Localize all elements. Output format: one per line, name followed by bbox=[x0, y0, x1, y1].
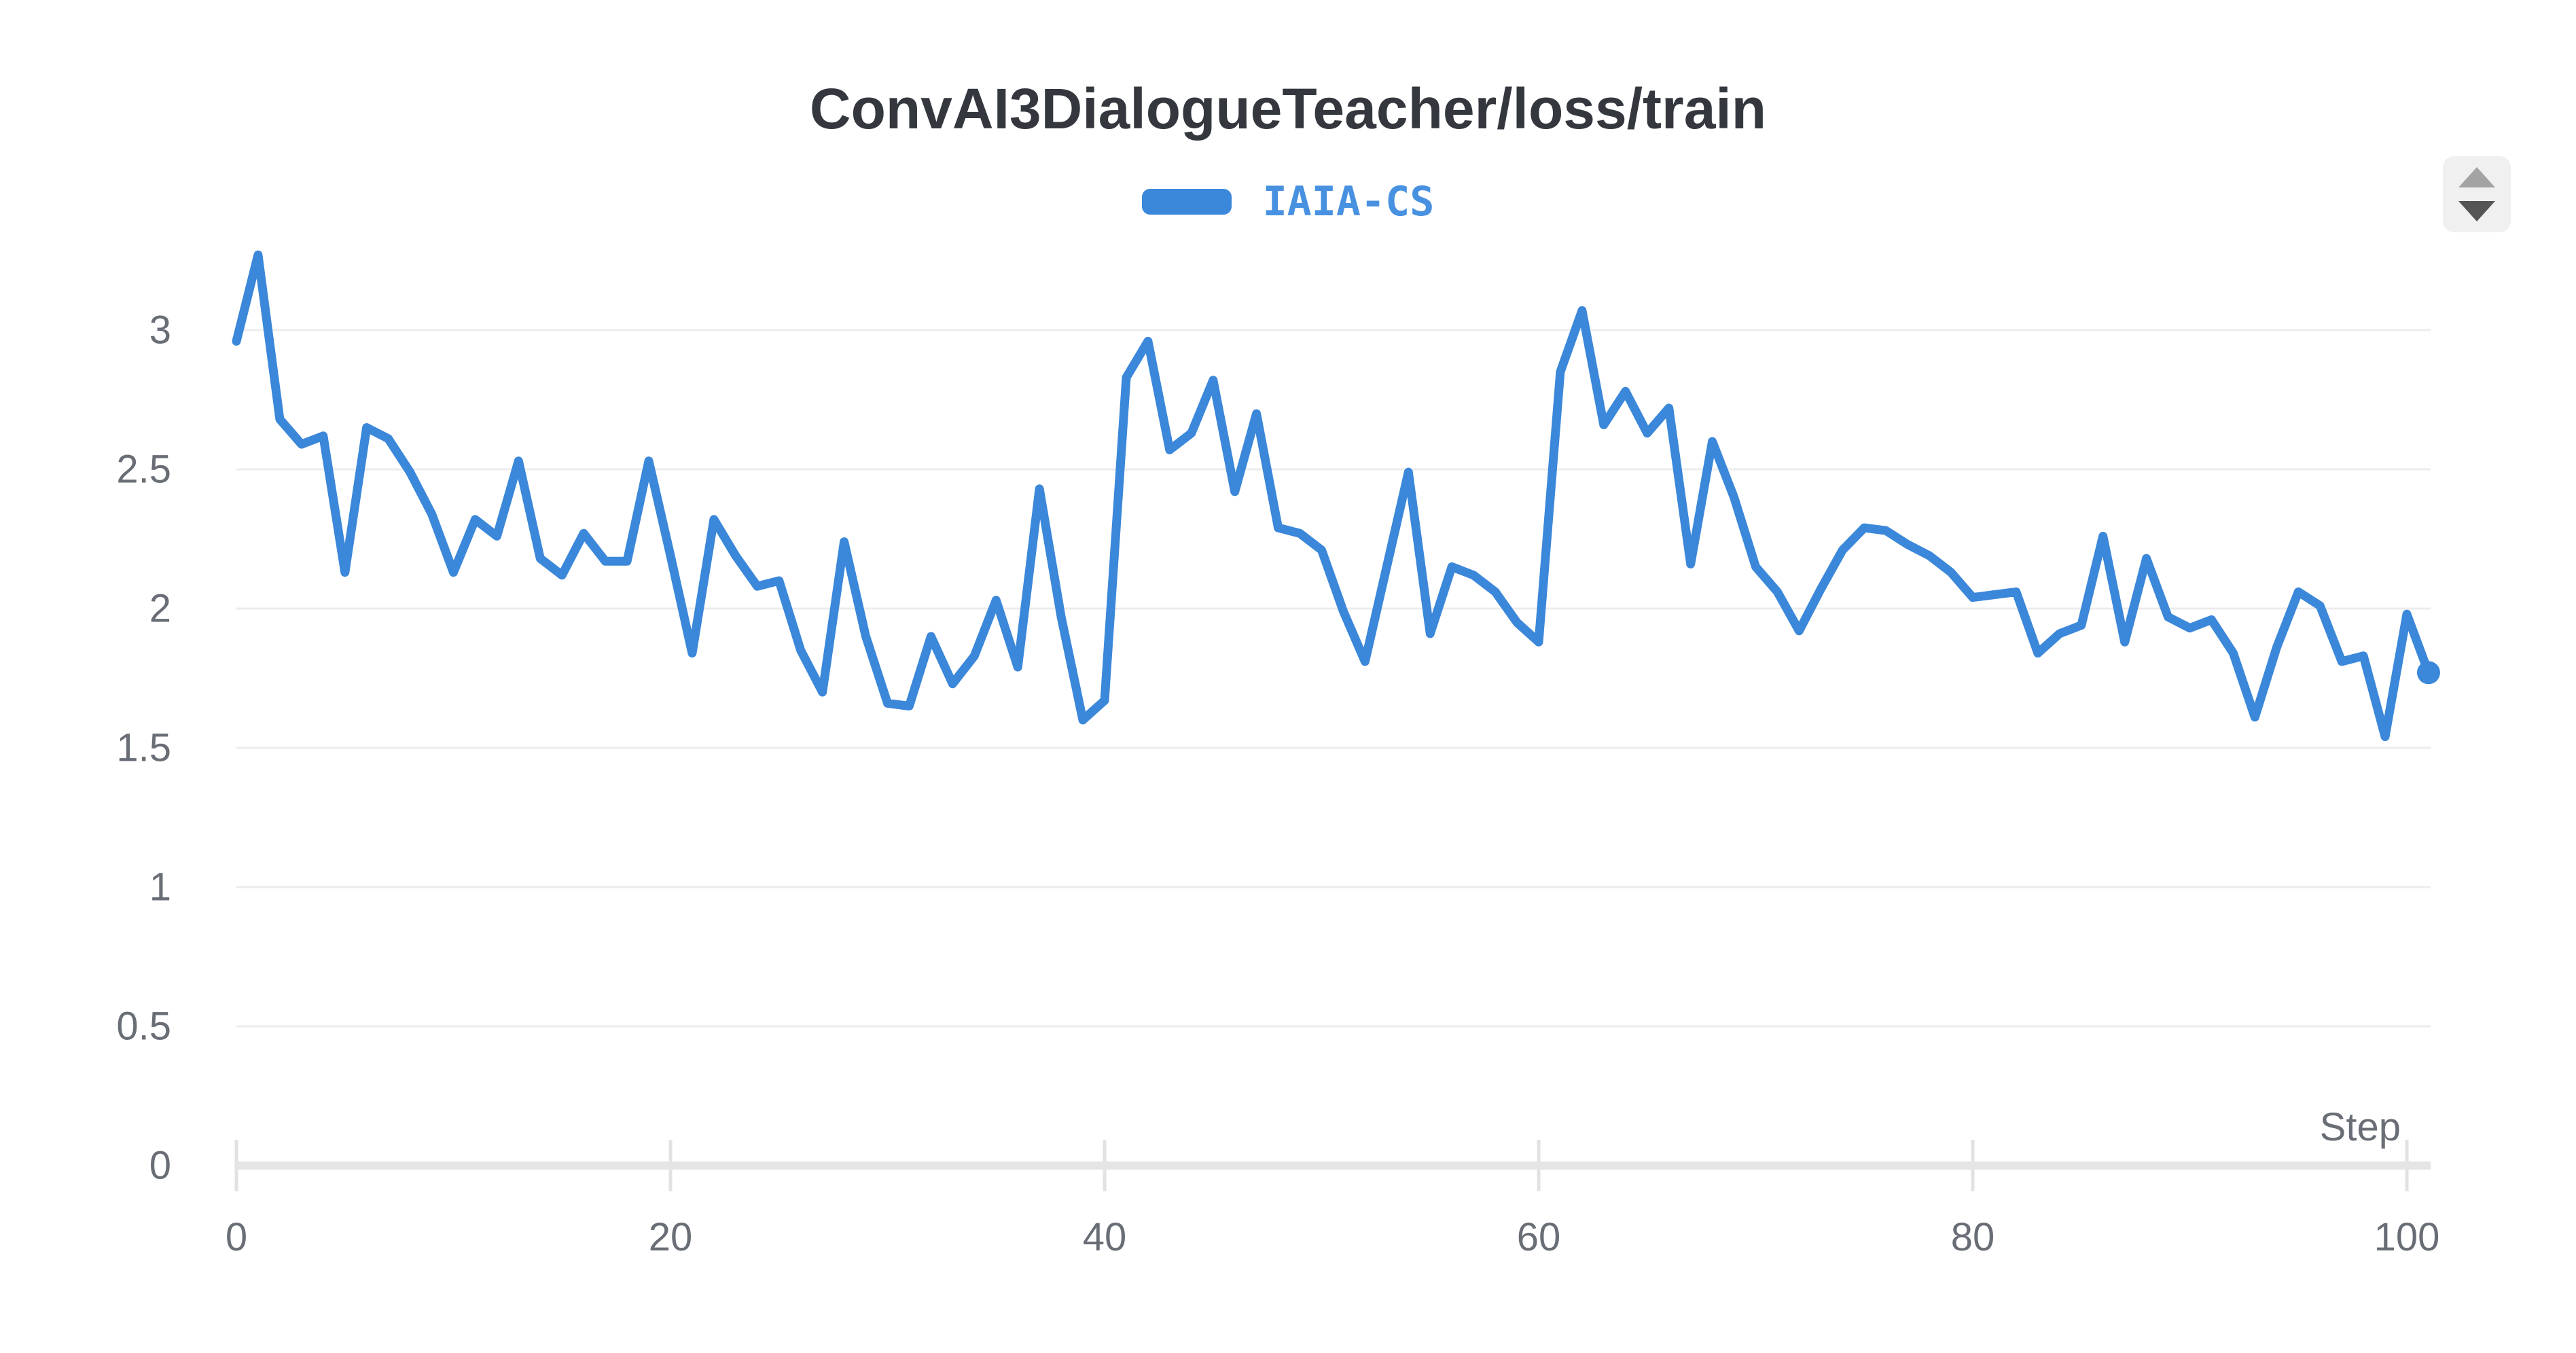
legend-item-iaia-cs[interactable]: IAIA-CS bbox=[1141, 178, 1435, 226]
x-tick-label-60: 60 bbox=[1516, 1215, 1561, 1259]
gridline-y-1 bbox=[236, 886, 2431, 888]
y-tick-label-2.5: 2.5 bbox=[116, 447, 171, 492]
y-tick-label-0: 0 bbox=[149, 1143, 171, 1188]
x-tick-label-100: 100 bbox=[2374, 1215, 2440, 1259]
series-end-dot-IAIA-CS bbox=[2416, 661, 2440, 685]
gridline-y-2.5 bbox=[236, 468, 2431, 471]
stepper-down-icon[interactable] bbox=[2458, 201, 2495, 221]
gridline-y-0.5 bbox=[236, 1025, 2431, 1028]
page-title: ConvAI3DialogueTeacher/loss/train bbox=[809, 77, 1767, 141]
chart-legend: IAIA-CS bbox=[0, 178, 2576, 226]
gridline-y-1.5 bbox=[236, 746, 2431, 749]
chart-stepper-control[interactable] bbox=[2443, 156, 2511, 232]
x-tick-label-20: 20 bbox=[648, 1215, 693, 1259]
y-tick-label-2: 2 bbox=[149, 586, 171, 631]
legend-line-swatch-icon bbox=[1141, 189, 1232, 215]
gridline-y-2 bbox=[236, 607, 2431, 610]
x-axis-title: Step bbox=[2319, 1105, 2401, 1149]
series-line-IAIA-CS bbox=[232, 250, 2433, 742]
stepper-up-icon[interactable] bbox=[2458, 167, 2495, 187]
x-tick-label-40: 40 bbox=[1082, 1215, 1127, 1259]
y-tick-label-1: 1 bbox=[149, 865, 171, 909]
y-tick-label-3: 3 bbox=[149, 308, 171, 353]
x-axis-baseline bbox=[236, 1161, 2431, 1170]
legend-series-label: IAIA-CS bbox=[1262, 178, 1435, 226]
x-tick-label-80: 80 bbox=[1950, 1215, 1995, 1259]
x-tick-label-0: 0 bbox=[225, 1215, 248, 1259]
y-tick-label-1.5: 1.5 bbox=[116, 725, 171, 770]
y-tick-label-0.5: 0.5 bbox=[116, 1004, 171, 1049]
gridline-y-3 bbox=[236, 329, 2431, 331]
